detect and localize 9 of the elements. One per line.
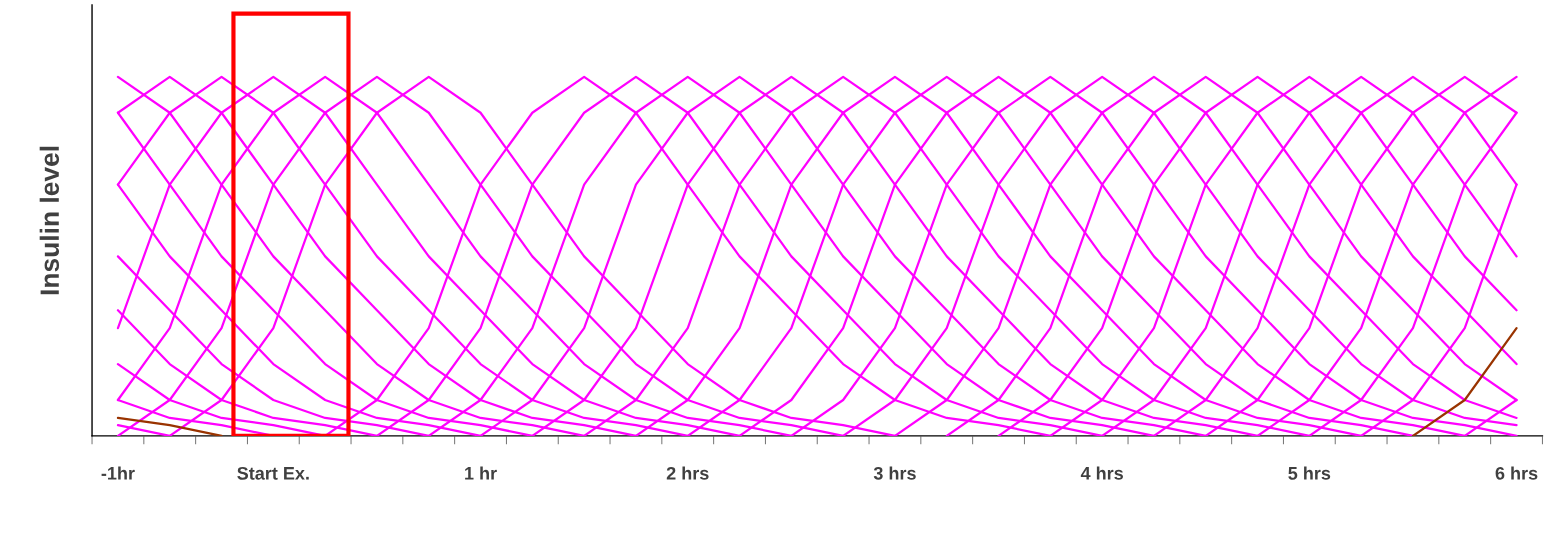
x-tick-label: 5 hrs — [1288, 466, 1331, 480]
x-tick-label: 1 hr — [465, 466, 497, 480]
x-tick-label: 3 hrs — [873, 466, 916, 480]
x-tick-label: 4 hrs — [1080, 466, 1123, 480]
x-tick-label: 2 hrs — [666, 466, 709, 480]
x-tick-label: Start Ex. — [237, 466, 309, 480]
x-tick-label: 6 hrs — [1495, 466, 1538, 480]
x-tick-label: -1hr — [101, 466, 135, 480]
y-axis-title: Insulin level — [39, 146, 60, 295]
